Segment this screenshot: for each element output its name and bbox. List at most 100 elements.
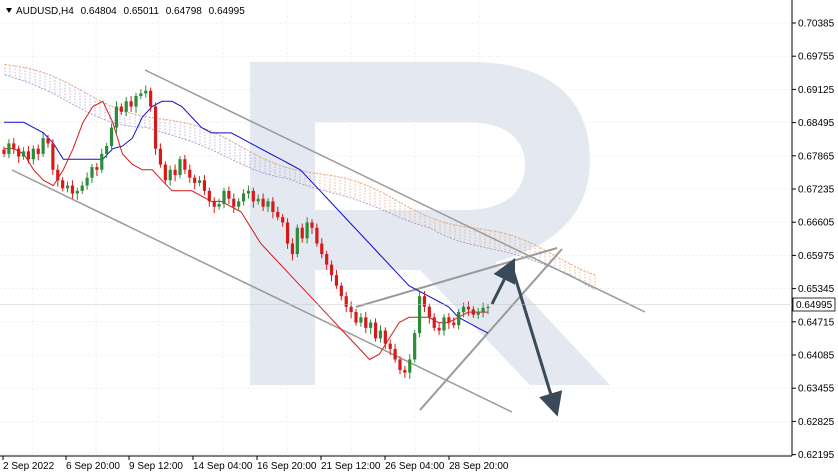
candle[interactable] [300, 223, 304, 243]
dropdown-triangle-icon[interactable] [6, 8, 12, 13]
candle[interactable] [447, 313, 451, 329]
candle[interactable] [70, 180, 75, 199]
candle[interactable] [315, 223, 319, 247]
candle[interactable] [51, 139, 55, 176]
candle[interactable] [124, 97, 128, 117]
candle[interactable] [26, 146, 31, 164]
candle[interactable] [295, 224, 299, 258]
candle[interactable] [442, 314, 446, 336]
candle[interactable] [398, 356, 402, 375]
candle[interactable] [75, 187, 79, 200]
candle[interactable] [149, 87, 153, 112]
candle[interactable] [227, 186, 231, 205]
candle[interactable] [408, 354, 412, 379]
candle[interactable] [354, 308, 358, 326]
price-axis[interactable]: 0.70385 0.69755 0.69125 0.68495 0.67865 0.672… [791, 0, 835, 461]
channel-upper-line[interactable] [144, 69, 646, 313]
time-axis[interactable]: 2 Sep 2022 6 Sep 20:00 9 Sep 12:00 14 Sep 0… [0, 455, 792, 472]
candle[interactable] [378, 325, 383, 343]
candle[interactable] [7, 139, 11, 159]
candle[interactable] [241, 189, 246, 206]
candle[interactable] [188, 164, 192, 183]
candle[interactable] [232, 193, 236, 213]
candle[interactable] [417, 292, 422, 338]
candle[interactable] [369, 319, 373, 335]
candle[interactable] [403, 365, 407, 378]
candle[interactable] [388, 339, 392, 356]
forecast-arrow-down[interactable] [510, 266, 563, 417]
candle[interactable] [281, 214, 285, 227]
candle[interactable] [163, 161, 167, 185]
candle[interactable] [344, 292, 348, 313]
candle[interactable] [290, 238, 295, 261]
candle[interactable] [178, 156, 182, 179]
candle[interactable] [12, 138, 16, 154]
candle[interactable] [437, 322, 441, 335]
candle[interactable] [105, 142, 109, 159]
candle[interactable] [17, 145, 21, 163]
candle[interactable] [139, 89, 143, 100]
candle[interactable] [173, 164, 177, 182]
candle[interactable] [207, 187, 211, 207]
candle[interactable] [95, 162, 99, 177]
candle[interactable] [119, 103, 123, 115]
candle[interactable] [56, 164, 60, 187]
candle[interactable] [457, 308, 461, 330]
candle[interactable] [212, 197, 216, 213]
candle[interactable] [168, 165, 172, 186]
candle[interactable] [256, 194, 260, 205]
candle[interactable] [246, 185, 251, 199]
candle[interactable] [329, 260, 334, 282]
candle[interactable] [364, 312, 368, 334]
candle[interactable] [202, 175, 207, 196]
candle[interactable] [21, 147, 26, 160]
triangle-upper-line[interactable] [355, 247, 558, 308]
candle[interactable] [85, 172, 89, 190]
candle[interactable] [41, 132, 45, 158]
candle[interactable] [393, 343, 397, 363]
candle[interactable] [31, 145, 35, 165]
candle[interactable] [109, 123, 114, 152]
channel-lower-line[interactable] [11, 169, 513, 413]
candle[interactable] [413, 329, 417, 363]
candle[interactable] [373, 318, 378, 342]
candle[interactable] [452, 317, 456, 329]
candle[interactable] [2, 146, 6, 158]
candle[interactable] [80, 181, 84, 195]
candle[interactable] [100, 148, 104, 173]
candle[interactable] [276, 206, 280, 221]
candle[interactable] [325, 250, 329, 270]
candle[interactable] [237, 198, 241, 210]
candle[interactable] [486, 303, 490, 315]
candle[interactable] [193, 174, 197, 190]
candle[interactable] [158, 143, 163, 168]
candle[interactable] [285, 218, 290, 249]
candle[interactable] [251, 187, 255, 208]
candle[interactable] [129, 95, 133, 112]
candle[interactable] [422, 290, 427, 313]
candle[interactable] [310, 219, 314, 235]
candle[interactable] [46, 134, 50, 148]
candle[interactable] [432, 313, 436, 332]
candle[interactable] [471, 306, 475, 318]
candle[interactable] [61, 177, 65, 192]
candle[interactable] [466, 301, 471, 316]
candle[interactable] [217, 198, 221, 210]
candle[interactable] [266, 198, 270, 212]
candle[interactable] [383, 327, 387, 349]
candle[interactable] [476, 307, 480, 319]
tenkan-line[interactable] [4, 100, 488, 361]
kijun-line[interactable] [4, 100, 489, 334]
candle[interactable] [36, 144, 40, 161]
candle[interactable] [427, 303, 431, 324]
candle[interactable] [349, 301, 353, 319]
candle[interactable] [134, 92, 138, 113]
candle[interactable] [320, 238, 324, 259]
candle[interactable] [144, 85, 148, 98]
candle[interactable] [65, 181, 70, 193]
candle[interactable] [183, 155, 187, 174]
candle[interactable] [153, 102, 158, 156]
triangle-lower-line[interactable] [419, 248, 563, 411]
candle[interactable] [305, 217, 309, 244]
